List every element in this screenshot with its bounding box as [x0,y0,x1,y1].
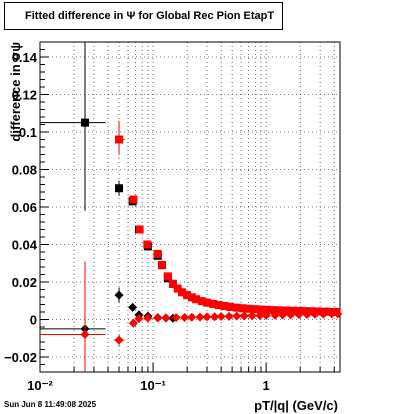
data-point [333,309,343,319]
data-point [135,225,144,234]
data-point [216,312,226,321]
data-point [226,302,235,311]
y-tick-label: 0 [30,313,37,328]
data-point [269,306,278,315]
series-3 [40,261,343,372]
data-point [262,305,271,314]
data-point [214,301,223,310]
data-point [232,311,242,321]
data-point [224,311,234,321]
data-point [134,314,144,324]
data-point [143,313,153,323]
data-point [143,240,152,249]
data-point [163,272,172,281]
data-point [300,307,309,316]
y-tick-label: 0.14 [12,50,38,65]
timestamp: Sun Jun 8 11:49:08 2025 [4,400,97,409]
data-point [220,302,229,310]
y-tick-label: 0.06 [12,200,37,215]
data-point [270,310,280,320]
data-point [173,284,182,293]
data-point [255,311,265,321]
x-tick-label: 10⁻¹ [140,378,166,393]
data-point [177,288,186,297]
data-point [256,305,265,314]
axes: −0.02 0 0.02 0.04 0.06 0.08 0.1 0.12 0.14 10⁻² 10⁻… [4,41,341,393]
y-tick-label: −0.02 [4,350,37,365]
data-point [247,311,257,321]
y-tick-label: 0.1 [19,125,37,140]
data-point [158,261,167,270]
data-point [171,313,181,323]
data-point [153,313,163,323]
data-point [153,249,162,258]
y-tick-label: 0.12 [12,88,37,103]
data-point [195,312,205,322]
data-point [187,312,197,322]
data-point [282,306,291,315]
data-point [115,184,124,193]
y-tick-label: 0.02 [12,275,37,290]
data-point [288,306,297,315]
x-tick-label: 1 [263,378,270,393]
data-point [192,295,201,304]
data-point [209,299,218,308]
y-tick-label: 0.04 [12,238,38,253]
data-point [210,312,220,322]
series-1 [114,120,341,316]
data-point [203,298,212,307]
data-point [161,313,171,323]
data-point [180,312,190,322]
data-point [244,304,253,313]
data-point [238,304,247,313]
data-point [80,118,89,127]
data-point [128,302,138,312]
y-tick-label: 0.08 [12,163,37,178]
data-point [114,335,124,345]
data-point [294,310,304,320]
data-point [115,135,124,144]
data-point [261,310,271,320]
data-point [251,305,260,314]
data-point [128,318,138,328]
data-point [232,303,241,312]
x-tick-label: 10⁻² [27,378,53,393]
chart-title: Fitted difference in Ψ for Global Rec Pi… [4,2,283,30]
data-point [278,310,288,320]
data-point [187,293,196,302]
data-point [114,290,124,300]
data-point [318,309,328,319]
data-point [286,310,296,320]
data-point [168,279,177,288]
x-axis-label: pT/|q| (GeV/c) [254,398,338,413]
data-point [327,309,337,319]
y-axis-label: difference in σψ [8,42,23,142]
data-point [197,297,206,306]
data-point [307,307,316,316]
data-point [302,309,312,319]
data-point [80,330,90,339]
plot-frame [39,41,341,373]
data-point [129,195,138,204]
data-point [275,306,284,315]
data-point [310,309,320,319]
data-point [239,311,249,321]
series-2 [40,287,178,337]
data-point [202,312,212,322]
data-marks [40,42,343,372]
data-point [313,307,322,316]
data-point [183,291,192,300]
